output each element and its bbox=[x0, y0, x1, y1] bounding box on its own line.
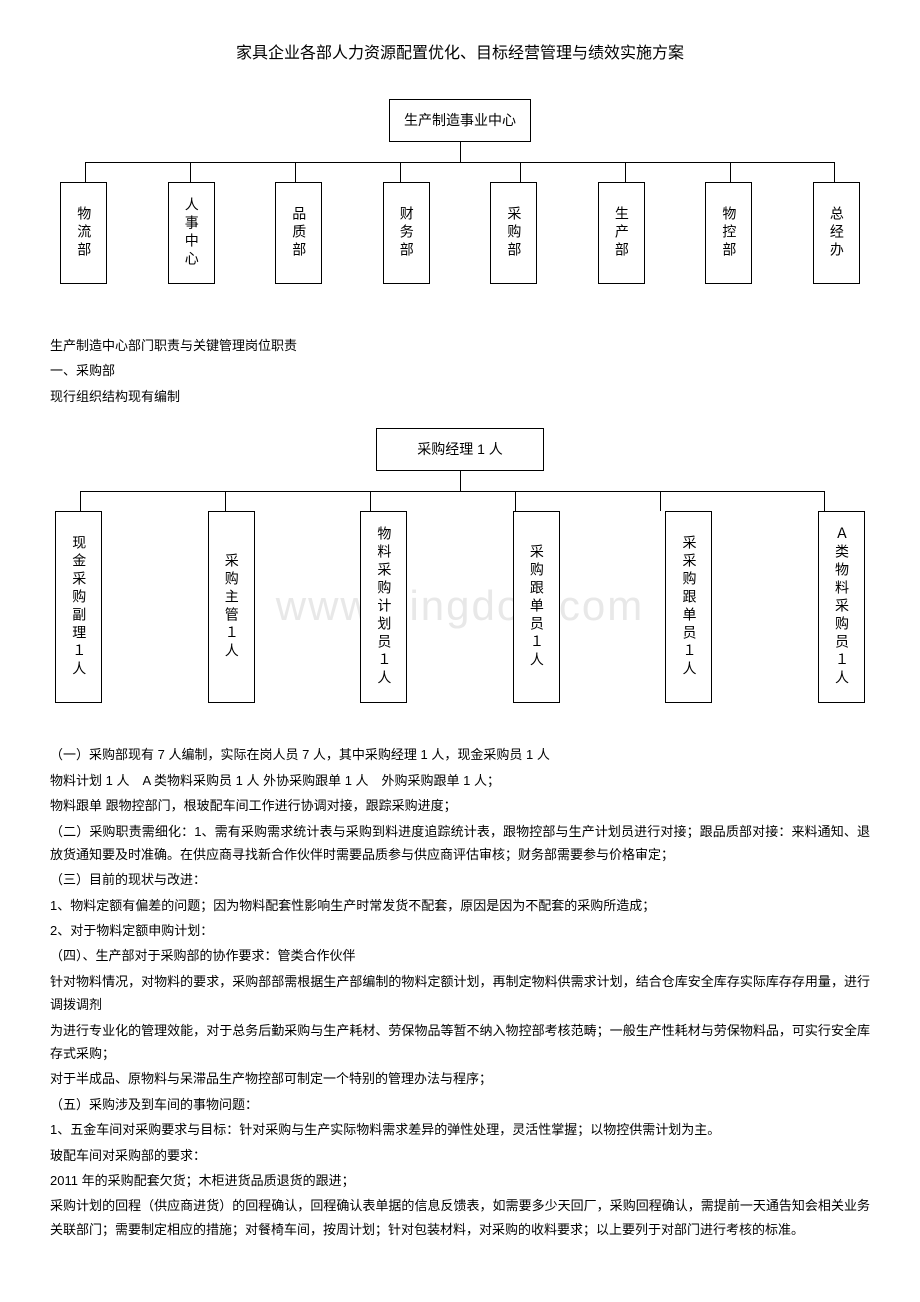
org-child-node-2: 采购跟单员１人 bbox=[513, 511, 560, 703]
org-child-node-2: 物料采购计划员１人 bbox=[360, 511, 407, 703]
section-line: 一、采购部 bbox=[50, 359, 870, 382]
section-line: 现行组织结构现有编制 bbox=[50, 385, 870, 408]
org-child-node: 采购部 bbox=[490, 182, 537, 284]
org-connector-2 bbox=[50, 471, 870, 511]
body-paragraph: 2、对于物料定额申购计划： bbox=[50, 919, 870, 942]
body-paragraph: 为进行专业化的管理效能，对于总务后勤采购与生产耗材、劳保物品等暂不纳入物控部考核… bbox=[50, 1019, 870, 1066]
body-paragraph: 针对物料情况，对物料的要求，采购部部需根据生产部编制的物料定额计划，再制定物料供… bbox=[50, 970, 870, 1017]
org-root-node: 生产制造事业中心 bbox=[389, 99, 531, 142]
body-paragraph: （五）采购涉及到车间的事物问题： bbox=[50, 1093, 870, 1116]
document-title: 家具企业各部人力资源配置优化、目标经营管理与绩效实施方案 bbox=[50, 40, 870, 69]
body-paragraph: （三）目前的现状与改进： bbox=[50, 868, 870, 891]
org-chart-purchasing: www.bingdoc.com 采购经理 1 人 现金采购副理１人 采购主管１人… bbox=[50, 428, 870, 703]
org-child-node: 生产部 bbox=[598, 182, 645, 284]
body-paragraph: 物料计划 1 人 A 类物料采购员 1 人 外协采购跟单 1 人 外购采购跟单 … bbox=[50, 769, 870, 792]
body-paragraph: 对于半成品、原物料与呆滞品生产物控部可制定一个特别的管理办法与程序； bbox=[50, 1067, 870, 1090]
org-child-node: 总经办 bbox=[813, 182, 860, 284]
org-child-node-2: 采购主管１人 bbox=[208, 511, 255, 703]
body-paragraph: （二）采购职责需细化：1、需有采购需求统计表与采购到料进度追踪统计表，跟物控部与… bbox=[50, 820, 870, 867]
org-connector bbox=[50, 142, 870, 182]
org-chart-main: 生产制造事业中心 物流部 人事中心 品质部 财务部 采购部 生产部 物控部 总经… bbox=[50, 99, 870, 284]
body-paragraph: 2011 年的采购配套欠货；木柜进货品质退货的跟进； bbox=[50, 1169, 870, 1192]
org-child-node-2: Ａ类物料采购员１人 bbox=[818, 511, 865, 703]
org-child-node: 财务部 bbox=[383, 182, 430, 284]
section-intro: 生产制造中心部门职责与关键管理岗位职责 一、采购部 现行组织结构现有编制 bbox=[50, 334, 870, 408]
body-paragraph: 物料跟单 跟物控部门，根玻配车间工作进行协调对接，跟踪采购进度； bbox=[50, 794, 870, 817]
body-content: （一）采购部现有 7 人编制，实际在岗人员 7 人，其中采购经理 1 人，现金采… bbox=[50, 743, 870, 1241]
section-line: 生产制造中心部门职责与关键管理岗位职责 bbox=[50, 334, 870, 357]
org-child-node: 人事中心 bbox=[168, 182, 215, 284]
body-paragraph: 1、五金车间对采购要求与目标：针对采购与生产实际物料需求差异的弹性处理，灵活性掌… bbox=[50, 1118, 870, 1141]
org-root-node-2: 采购经理 1 人 bbox=[376, 428, 544, 471]
org-child-node-2: 现金采购副理１人 bbox=[55, 511, 102, 703]
body-paragraph: 玻配车间对采购部的要求： bbox=[50, 1144, 870, 1167]
org-child-node: 品质部 bbox=[275, 182, 322, 284]
body-paragraph: （四）、生产部对于采购部的协作要求：管类合作伙伴 bbox=[50, 944, 870, 967]
body-paragraph: 1、物料定额有偏差的问题；因为物料配套性影响生产时常发货不配套，原因是因为不配套… bbox=[50, 894, 870, 917]
org-child-node: 物控部 bbox=[705, 182, 752, 284]
body-paragraph: 采购计划的回程（供应商进货）的回程确认，回程确认表单据的信息反馈表，如需要多少天… bbox=[50, 1194, 870, 1241]
body-paragraph: （一）采购部现有 7 人编制，实际在岗人员 7 人，其中采购经理 1 人，现金采… bbox=[50, 743, 870, 766]
org-child-node-2: 采采购跟单员１人 bbox=[665, 511, 712, 703]
org-child-node: 物流部 bbox=[60, 182, 107, 284]
